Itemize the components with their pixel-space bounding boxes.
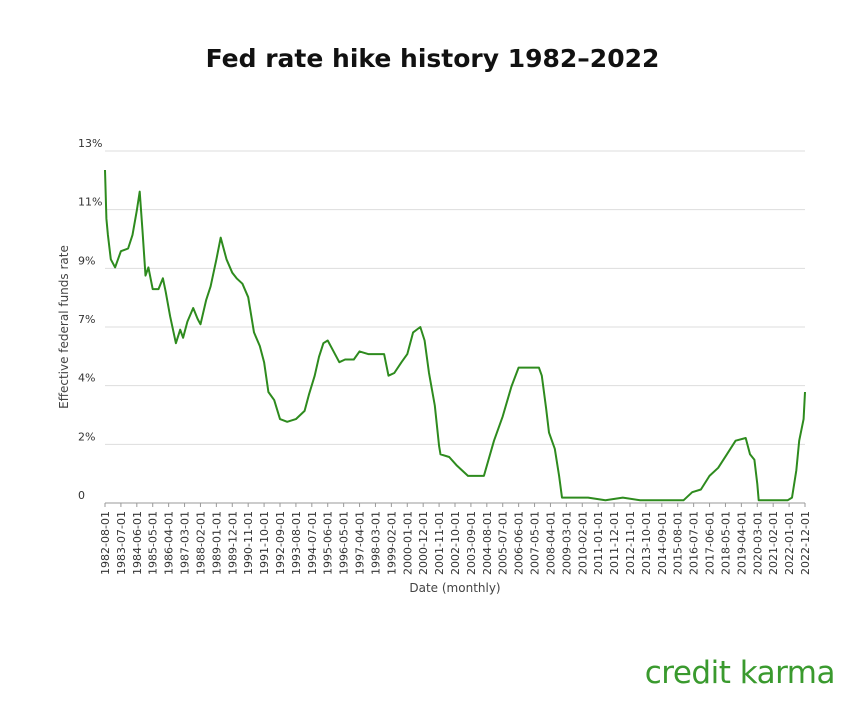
credit-karma-logo: credit karma: [644, 655, 836, 691]
x-tick-label: 1989-12-01: [226, 511, 239, 575]
x-tick-label: 2001-11-01: [433, 511, 446, 575]
y-tick-label: 2%: [78, 430, 95, 443]
y-axis-ticks: 0 2% 4% 7% 9% 11% 13%: [78, 137, 102, 502]
x-tick-label: 1997-04-01: [354, 511, 367, 575]
x-tick-label: 1994-07-01: [306, 511, 319, 575]
x-tick-label: 2011-12-01: [608, 511, 621, 575]
x-tick-label: 2022-12-01: [799, 511, 812, 575]
x-tick-label: 1987-03-01: [179, 511, 192, 575]
y-tick-label: 9%: [78, 254, 95, 267]
x-tick-label: 2003-09-01: [465, 511, 478, 575]
x-tick-label: 2012-11-01: [624, 511, 637, 575]
chart-title: Fed rate hike history 1982–2022: [205, 44, 660, 73]
y-axis-label: Effective federal funds rate: [57, 245, 71, 409]
x-tick-label: 2019-04-01: [735, 511, 748, 575]
x-tick-label: 2005-07-01: [497, 511, 510, 575]
x-tick-label: 2018-05-01: [719, 511, 732, 575]
x-tick-label: 1993-08-01: [290, 511, 303, 575]
x-tick-label: 1999-02-01: [385, 511, 398, 575]
x-tick-label: 2016-07-01: [688, 511, 701, 575]
x-tick-label: 2008-04-01: [544, 511, 557, 575]
x-tick-label: 2002-10-01: [449, 511, 462, 575]
y-tick-label: 0: [78, 489, 85, 502]
x-tick-label: 1995-06-01: [322, 511, 335, 575]
x-tick-label: 2015-08-01: [672, 511, 685, 575]
x-tick-label: 2009-03-01: [560, 511, 573, 575]
x-tick-label: 1996-05-01: [338, 511, 351, 575]
gridlines: [105, 150, 805, 445]
x-tick-label: 2000-01-01: [401, 511, 414, 575]
x-tick-label: 2022-01-01: [783, 511, 796, 575]
x-tick-label: 1998-03-01: [369, 511, 382, 575]
x-tick-label: 1984-06-01: [131, 511, 144, 575]
x-tick-label: 1992-09-01: [274, 511, 287, 575]
y-tick-label: 13%: [78, 137, 102, 150]
x-axis-label: Date (monthly): [409, 581, 500, 595]
x-tick-label: 2020-03-01: [751, 511, 764, 575]
x-tick-label: 2011-01-01: [592, 511, 605, 575]
x-tick-label: 1985-05-01: [147, 511, 160, 575]
x-axis-ticks: 1982-08-01 1983-07-01 1984-06-01 1985-05-01…: [99, 503, 812, 575]
x-tick-label: 2017-06-01: [704, 511, 717, 575]
x-tick-label: 1983-07-01: [115, 511, 128, 575]
x-tick-label: 1986-04-01: [163, 511, 176, 575]
x-tick-label: 2006-06-01: [513, 511, 526, 575]
x-tick-label: 1989-01-01: [210, 511, 223, 575]
x-tick-label: 2021-02-01: [767, 511, 780, 575]
x-tick-label: 1990-11-01: [242, 511, 255, 575]
y-tick-label: 4%: [78, 372, 95, 385]
x-tick-label: 2013-10-01: [640, 511, 653, 575]
x-tick-label: 1988-02-01: [194, 511, 207, 575]
x-tick-label: 1982-08-01: [99, 511, 112, 575]
x-tick-label: 2000-12-01: [417, 511, 430, 575]
y-tick-label: 7%: [78, 313, 95, 326]
x-tick-label: 1991-10-01: [258, 511, 271, 575]
y-tick-label: 11%: [78, 196, 102, 209]
x-tick-label: 2007-05-01: [529, 511, 542, 575]
x-tick-label: 2014-09-01: [656, 511, 669, 575]
x-tick-label: 2004-08-01: [481, 511, 494, 575]
series-line-effective-rate: [104, 169, 806, 502]
x-tick-label: 2010-02-01: [576, 511, 589, 575]
